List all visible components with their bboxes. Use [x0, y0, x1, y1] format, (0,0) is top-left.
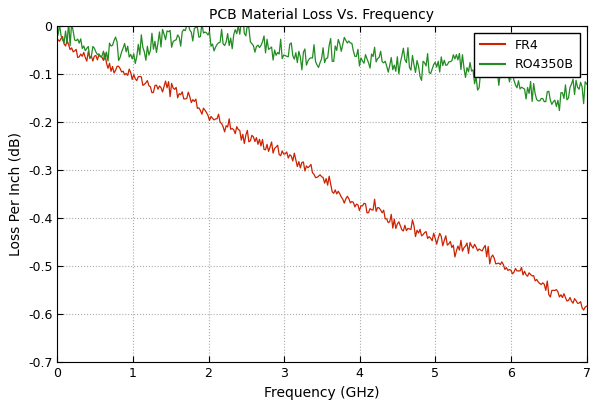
- RO4350B: [579, 84, 586, 89]
- FR4: [300, 160, 307, 164]
- RO4350B: [300, 50, 307, 55]
- Title: PCB Material Loss Vs. Frequency: PCB Material Loss Vs. Frequency: [210, 8, 434, 22]
- RO4350B: [368, 51, 375, 56]
- Line: FR4: FR4: [58, 37, 586, 310]
- FR4: [562, 295, 569, 300]
- FR4: [55, 37, 62, 42]
- FR4: [580, 308, 587, 313]
- RO4350B: [583, 82, 590, 86]
- RO4350B: [55, 33, 62, 38]
- RO4350B: [338, 49, 345, 54]
- RO4350B: [239, 13, 246, 18]
- FR4: [577, 299, 584, 304]
- RO4350B: [564, 98, 571, 102]
- Line: RO4350B: RO4350B: [58, 16, 586, 111]
- FR4: [368, 207, 375, 212]
- Y-axis label: Loss Per Inch (dB): Loss Per Inch (dB): [8, 132, 22, 256]
- FR4: [583, 304, 590, 308]
- FR4: [338, 195, 345, 200]
- Legend: FR4, RO4350B: FR4, RO4350B: [474, 33, 580, 77]
- RO4350B: [195, 35, 202, 40]
- RO4350B: [556, 108, 563, 113]
- X-axis label: Frequency (GHz): Frequency (GHz): [264, 386, 380, 400]
- FR4: [59, 34, 66, 39]
- FR4: [197, 108, 204, 113]
